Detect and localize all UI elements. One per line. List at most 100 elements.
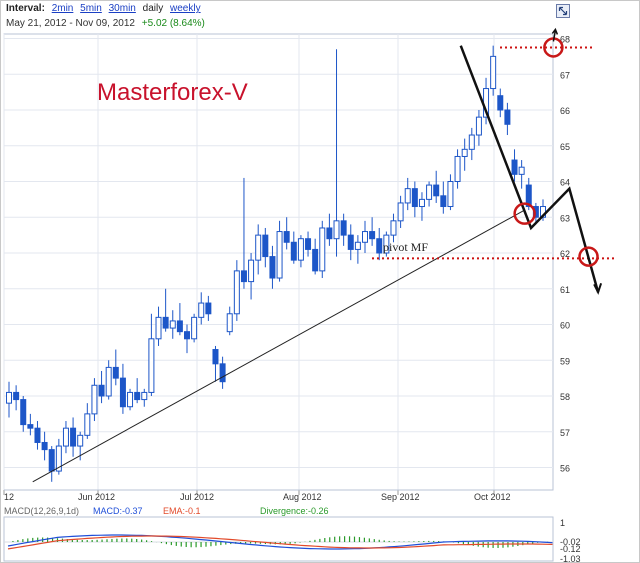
- date-range: May 21, 2012 - Nov 09, 2012: [6, 18, 135, 29]
- projection-path: [459, 45, 600, 293]
- candle-body: [77, 434, 84, 447]
- candle-body: [226, 313, 233, 333]
- candle-body: [390, 220, 397, 236]
- range-summary: May 21, 2012 - Nov 09, 2012 +5.02 (8.64%…: [6, 18, 205, 29]
- candle-body: [134, 391, 141, 401]
- macd-line: [7, 534, 553, 550]
- candle-body: [454, 155, 461, 183]
- price-axis: 56 57 58 59 60 61 62 63 64 65 66 67 68: [560, 35, 570, 474]
- interval-weekly-link[interactable]: weekly: [170, 3, 201, 14]
- chart-toolbar: Interval: 2min 5min 30min daily weekly M…: [0, 0, 640, 34]
- candle-body: [497, 95, 504, 111]
- expand-chart-button[interactable]: [556, 4, 570, 18]
- candle-body: [283, 231, 290, 243]
- candle-body: [447, 181, 454, 208]
- candle-body: [240, 270, 247, 283]
- x-tick-label: 12: [4, 492, 14, 502]
- candle-body: [468, 134, 475, 150]
- candle-body: [155, 316, 162, 340]
- candle-body: [404, 188, 411, 204]
- candle-body: [34, 427, 41, 443]
- arrow-up-icon: [551, 27, 559, 42]
- watermark-text: Masterforex-V: [97, 79, 248, 106]
- candle-body: [205, 302, 212, 315]
- y-tick-label: 60: [560, 321, 570, 331]
- candle-body: [440, 195, 447, 208]
- candle-body: [319, 227, 326, 272]
- arrow-down-icon: [593, 283, 603, 295]
- candle-body: [433, 184, 440, 197]
- candle-body: [490, 55, 497, 90]
- y-tick-label: 66: [560, 106, 570, 116]
- y-tick-label: 58: [560, 392, 570, 402]
- x-tick-label: Aug 2012: [283, 492, 322, 502]
- y-tick-label: 59: [560, 356, 570, 366]
- macd-y-tick: -1.03: [560, 554, 581, 563]
- candle-body: [148, 338, 155, 393]
- candle-body: [305, 238, 312, 250]
- y-tick-label: 57: [560, 428, 570, 438]
- candle-body: [340, 220, 347, 236]
- candle-body: [6, 391, 12, 404]
- candle-body: [426, 184, 433, 200]
- candle-body: [112, 366, 119, 379]
- candle-body: [127, 391, 134, 408]
- candle-body: [105, 366, 112, 397]
- macd-legend-value: MACD:-0.37: [93, 506, 143, 516]
- candle-body: [98, 384, 105, 397]
- y-tick-label: 63: [560, 213, 570, 223]
- candle-body: [290, 241, 297, 261]
- candle-body: [248, 259, 255, 283]
- interval-2min-link[interactable]: 2min: [51, 3, 74, 14]
- candle-body: [119, 377, 126, 408]
- candle-body: [518, 166, 525, 175]
- interval-daily-selected: daily: [142, 3, 164, 14]
- candle-body: [411, 188, 418, 208]
- y-tick-label: 56: [560, 464, 570, 474]
- candles: [6, 45, 546, 482]
- candle-body: [184, 331, 190, 340]
- candle-body: [62, 427, 69, 447]
- candle-body: [162, 316, 169, 329]
- interval-5min-link[interactable]: 5min: [80, 3, 102, 14]
- candle-body: [376, 238, 383, 254]
- macd-plot-area: [3, 516, 554, 562]
- y-tick-label: 67: [560, 70, 570, 80]
- interval-label: Interval:: [6, 3, 45, 14]
- candle-body: [312, 248, 319, 272]
- macd-y-tick: 1: [560, 518, 565, 528]
- candle-body: [369, 231, 376, 240]
- y-tick-label: 62: [560, 249, 570, 259]
- annotations: [32, 27, 616, 483]
- time-axis: 12 Jun 2012 Jul 2012 Aug 2012 Sep 2012 Oct 20…: [3, 489, 553, 502]
- candle-body: [511, 159, 518, 175]
- candle-body: [41, 441, 48, 451]
- interval-30min-link[interactable]: 30min: [108, 3, 136, 14]
- candle-body: [418, 198, 425, 208]
- candle-body: [347, 234, 354, 250]
- candle-body: [13, 391, 20, 401]
- candle-body: [504, 109, 511, 125]
- candle-body: [141, 391, 148, 401]
- candle-body: [461, 148, 468, 157]
- macd-y-tick: -0.02: [560, 537, 581, 547]
- y-tick-label: 61: [560, 285, 570, 295]
- candle-body: [525, 184, 532, 208]
- candle-body: [475, 116, 482, 136]
- candle-body: [354, 241, 361, 250]
- candle-body: [255, 234, 262, 261]
- candle-body: [191, 316, 198, 340]
- x-tick-label: Jun 2012: [78, 492, 115, 502]
- x-tick-label: Sep 2012: [381, 492, 420, 502]
- candle-body: [198, 302, 205, 318]
- candle-body: [91, 384, 98, 415]
- candle-body: [333, 220, 340, 240]
- candle-body: [233, 270, 240, 315]
- candle-body: [48, 449, 55, 472]
- interval-selector: Interval: 2min 5min 30min daily weekly: [6, 3, 201, 14]
- candle-body: [169, 320, 176, 329]
- candle-body: [55, 445, 62, 472]
- price-change: +5.02 (8.64%): [141, 18, 205, 29]
- x-tick-label: Jul 2012: [180, 492, 214, 502]
